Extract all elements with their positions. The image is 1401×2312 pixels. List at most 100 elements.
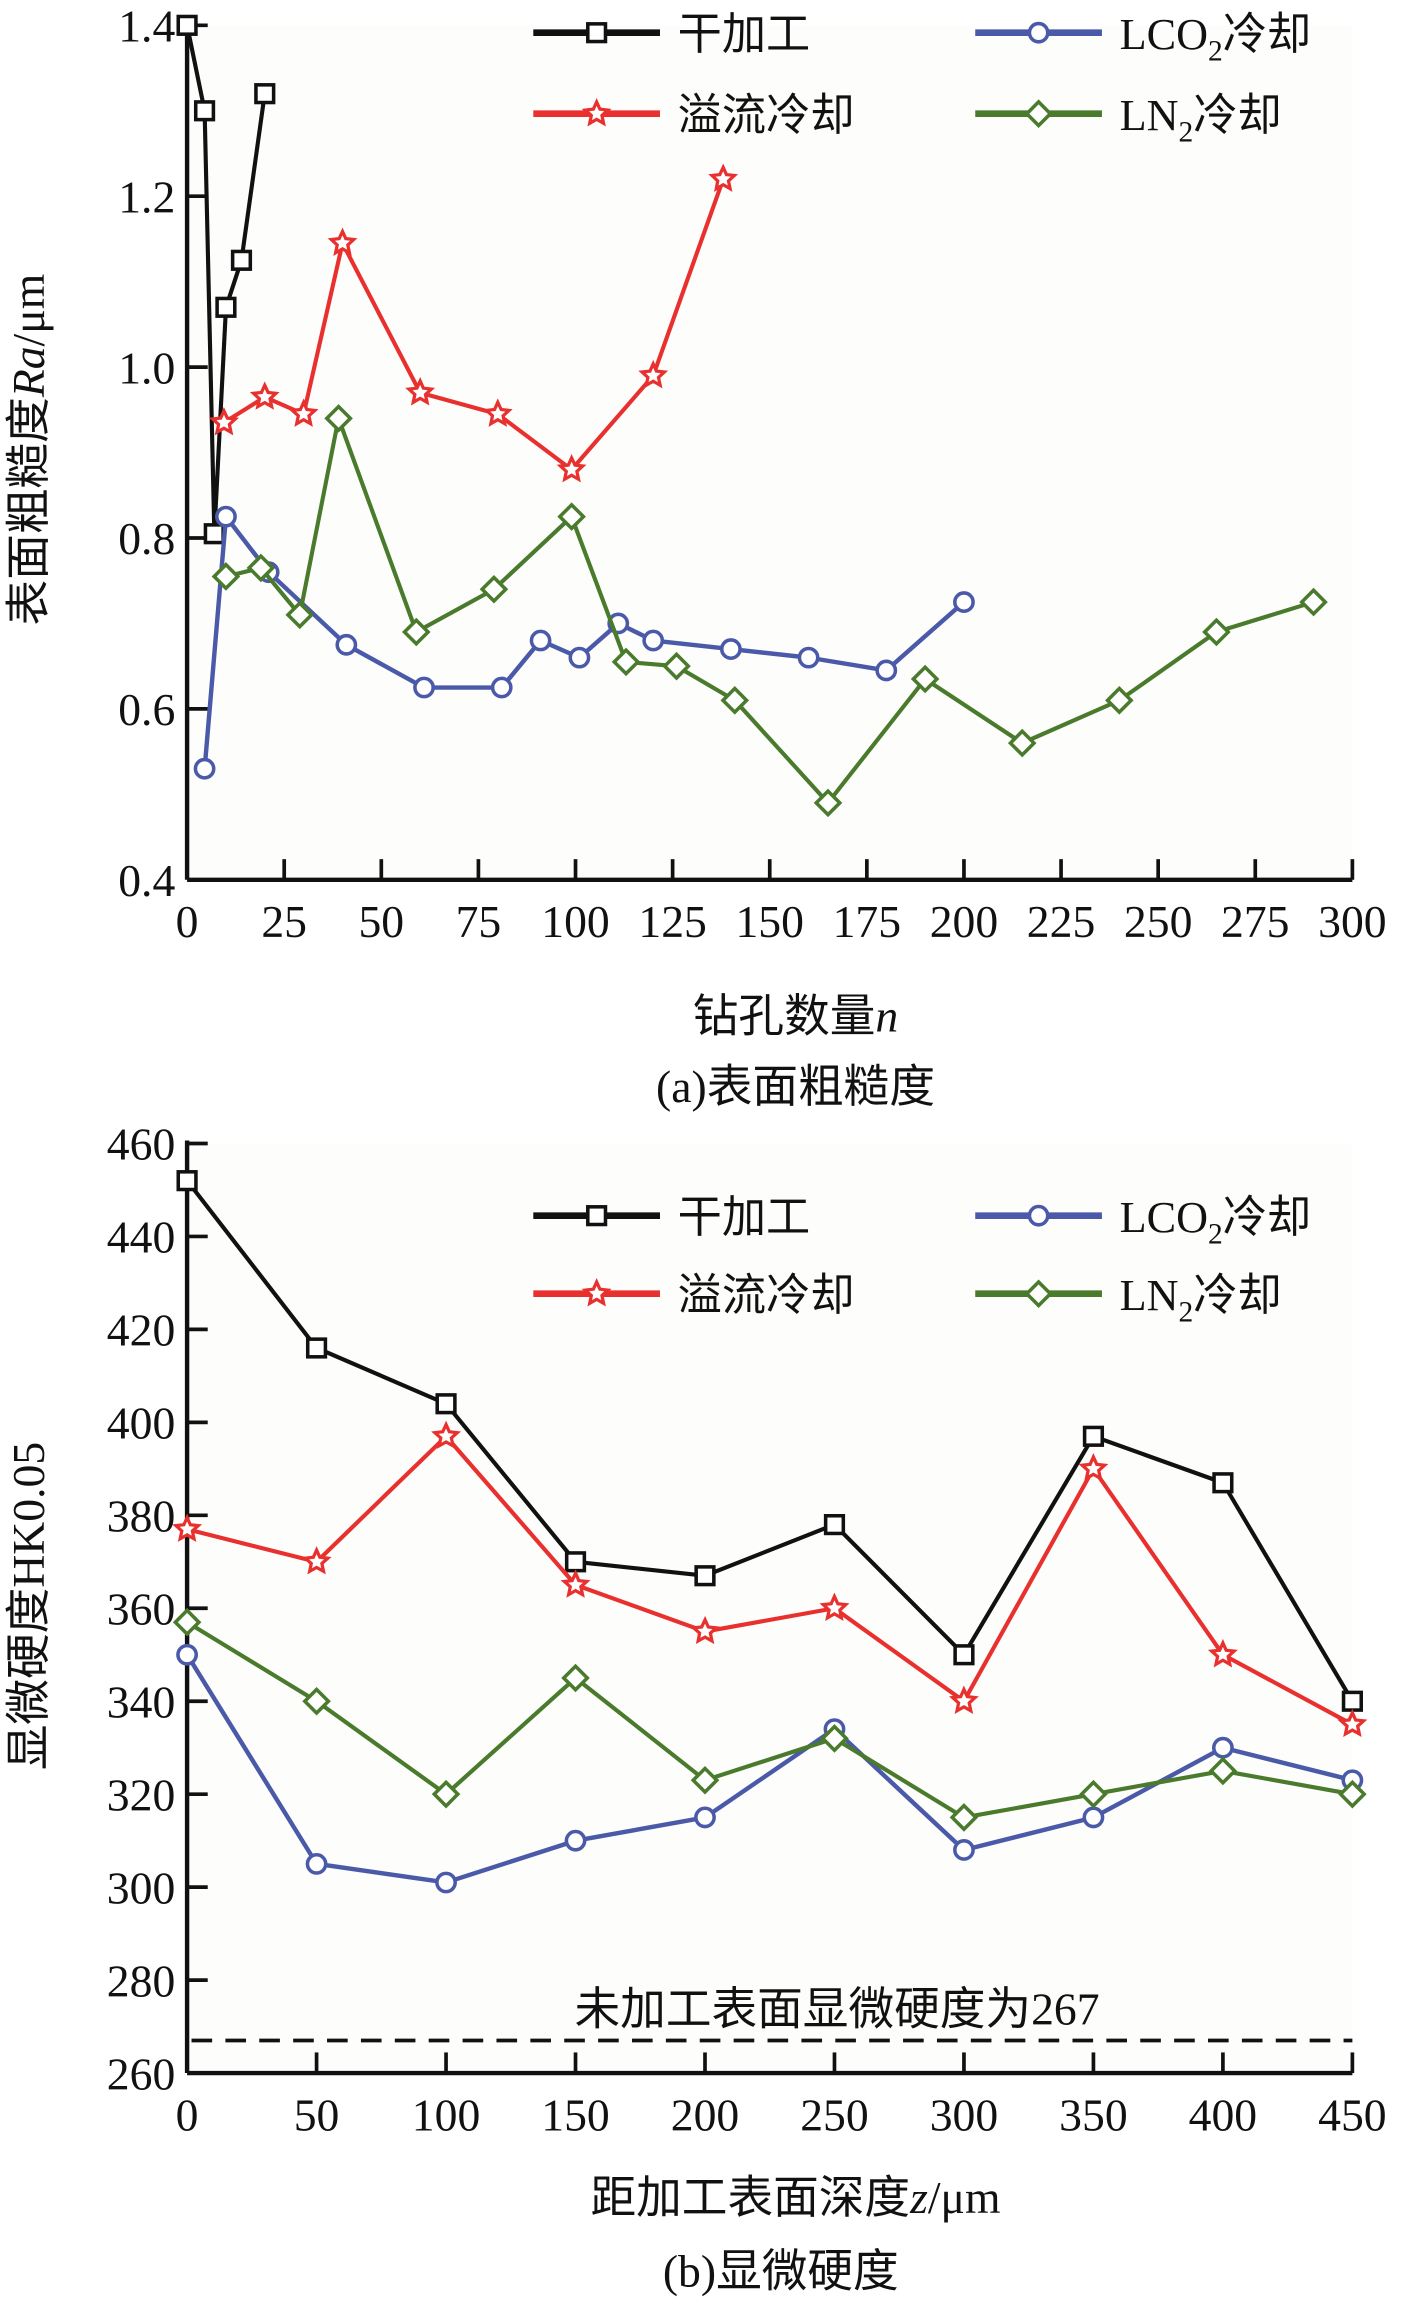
data-point (564, 1829, 587, 1852)
data-point (401, 617, 431, 647)
legend-label: 干加工 (678, 10, 811, 59)
data-point (1079, 1779, 1108, 1809)
series-diamond (211, 404, 1328, 818)
y-tick-label: 380 (107, 1491, 175, 1542)
y-tick-label: 0.8 (118, 513, 175, 564)
legend-marker (1024, 99, 1053, 129)
legend-marker (1027, 21, 1050, 44)
y-tick-label: 260 (107, 2048, 175, 2099)
y-tick-label: 1.0 (118, 342, 175, 393)
data-point (1105, 686, 1134, 715)
series-line (225, 416, 1315, 805)
x-tick-label: 450 (1318, 2090, 1386, 2141)
x-tick-label: 225 (1027, 896, 1095, 947)
legend-label: 干加工 (678, 1193, 811, 1242)
x-tick-label: 200 (671, 2090, 739, 2141)
y-tick-label: 0.4 (118, 855, 175, 906)
legend-marker (586, 22, 608, 44)
legend-item: 溢流冷却 (533, 91, 854, 140)
data-point (193, 100, 216, 122)
data-point (490, 676, 513, 699)
data-point (949, 1803, 979, 1832)
data-point (301, 1546, 332, 1575)
data-point (1078, 1453, 1109, 1482)
series-star (209, 163, 739, 483)
data-point (209, 406, 239, 436)
data-point (689, 1615, 721, 1645)
data-point (1341, 1690, 1363, 1712)
chart-b-caption: (b)显微硬度 (663, 2246, 899, 2297)
data-point (288, 398, 319, 427)
y-tick-label: 340 (107, 1676, 175, 1727)
data-point (1212, 1736, 1234, 1759)
legend-label: LCO2冷却 (1120, 1193, 1312, 1251)
chart-a-series (176, 14, 1328, 818)
data-point (285, 600, 315, 630)
data-point (405, 377, 436, 406)
legend-item: 溢流冷却 (533, 1271, 854, 1320)
data-point (720, 686, 750, 715)
legend-label: LN2冷却 (1120, 91, 1282, 149)
data-point (335, 633, 358, 656)
x-tick-label: 150 (735, 896, 803, 947)
data-point (230, 249, 253, 271)
data-point (694, 1806, 716, 1829)
data-point (953, 591, 975, 613)
data-point (642, 629, 665, 652)
chart-b-reference-label: 未加工表面显微硬度为267 (575, 1983, 1100, 2034)
legend-item: 干加工 (533, 1193, 810, 1242)
y-tick-label: 460 (107, 1119, 175, 1170)
data-point (719, 638, 742, 660)
data-point (529, 629, 552, 652)
chart-a-y-label: 表面粗糙度Ra/μm (3, 274, 54, 626)
data-point (254, 83, 276, 105)
y-tick-label: 400 (107, 1398, 175, 1449)
data-point (1082, 1806, 1105, 1829)
x-tick-label: 100 (412, 2090, 480, 2141)
legend-item: LCO2冷却 (975, 1193, 1311, 1251)
x-tick-label: 250 (800, 2090, 868, 2141)
x-tick-label: 250 (1124, 896, 1192, 947)
data-point (823, 1513, 846, 1536)
series-line (186, 1620, 1353, 1820)
data-point (560, 1569, 591, 1598)
data-point (327, 227, 358, 256)
x-tick-label: 25 (261, 896, 307, 947)
data-point (211, 562, 241, 591)
data-point (1338, 1779, 1367, 1809)
x-tick-label: 400 (1189, 2090, 1257, 2141)
legend-marker (581, 1278, 612, 1307)
x-tick-label: 50 (358, 896, 404, 947)
x-tick-label: 300 (1318, 896, 1386, 947)
y-tick-label: 300 (107, 1862, 175, 1913)
x-tick-label: 50 (294, 2090, 340, 2141)
x-tick-label: 175 (833, 896, 901, 947)
data-point (1212, 1472, 1234, 1494)
data-point (431, 1779, 461, 1809)
x-tick-label: 300 (930, 2090, 998, 2141)
data-point (1337, 1708, 1368, 1738)
legend-item: 干加工 (533, 10, 810, 59)
legend-marker (1027, 1204, 1050, 1227)
data-point (708, 163, 739, 192)
series-line (185, 1179, 1355, 1703)
x-tick-label: 200 (930, 896, 998, 947)
series-line (202, 514, 966, 769)
x-tick-label: 125 (638, 896, 706, 947)
data-point (797, 646, 820, 669)
series-star (172, 1420, 1368, 1738)
x-tick-label: 75 (456, 896, 502, 947)
legend-marker (1024, 1279, 1053, 1309)
data-point (556, 453, 587, 483)
data-point (813, 788, 843, 818)
legend-label: LCO2冷却 (1120, 10, 1312, 68)
data-point (482, 398, 513, 427)
data-point (1207, 1638, 1238, 1668)
data-point (1299, 587, 1328, 617)
x-tick-label: 0 (176, 896, 199, 947)
data-point (203, 523, 225, 545)
data-point (413, 676, 435, 699)
y-tick-label: 280 (107, 1955, 175, 2006)
